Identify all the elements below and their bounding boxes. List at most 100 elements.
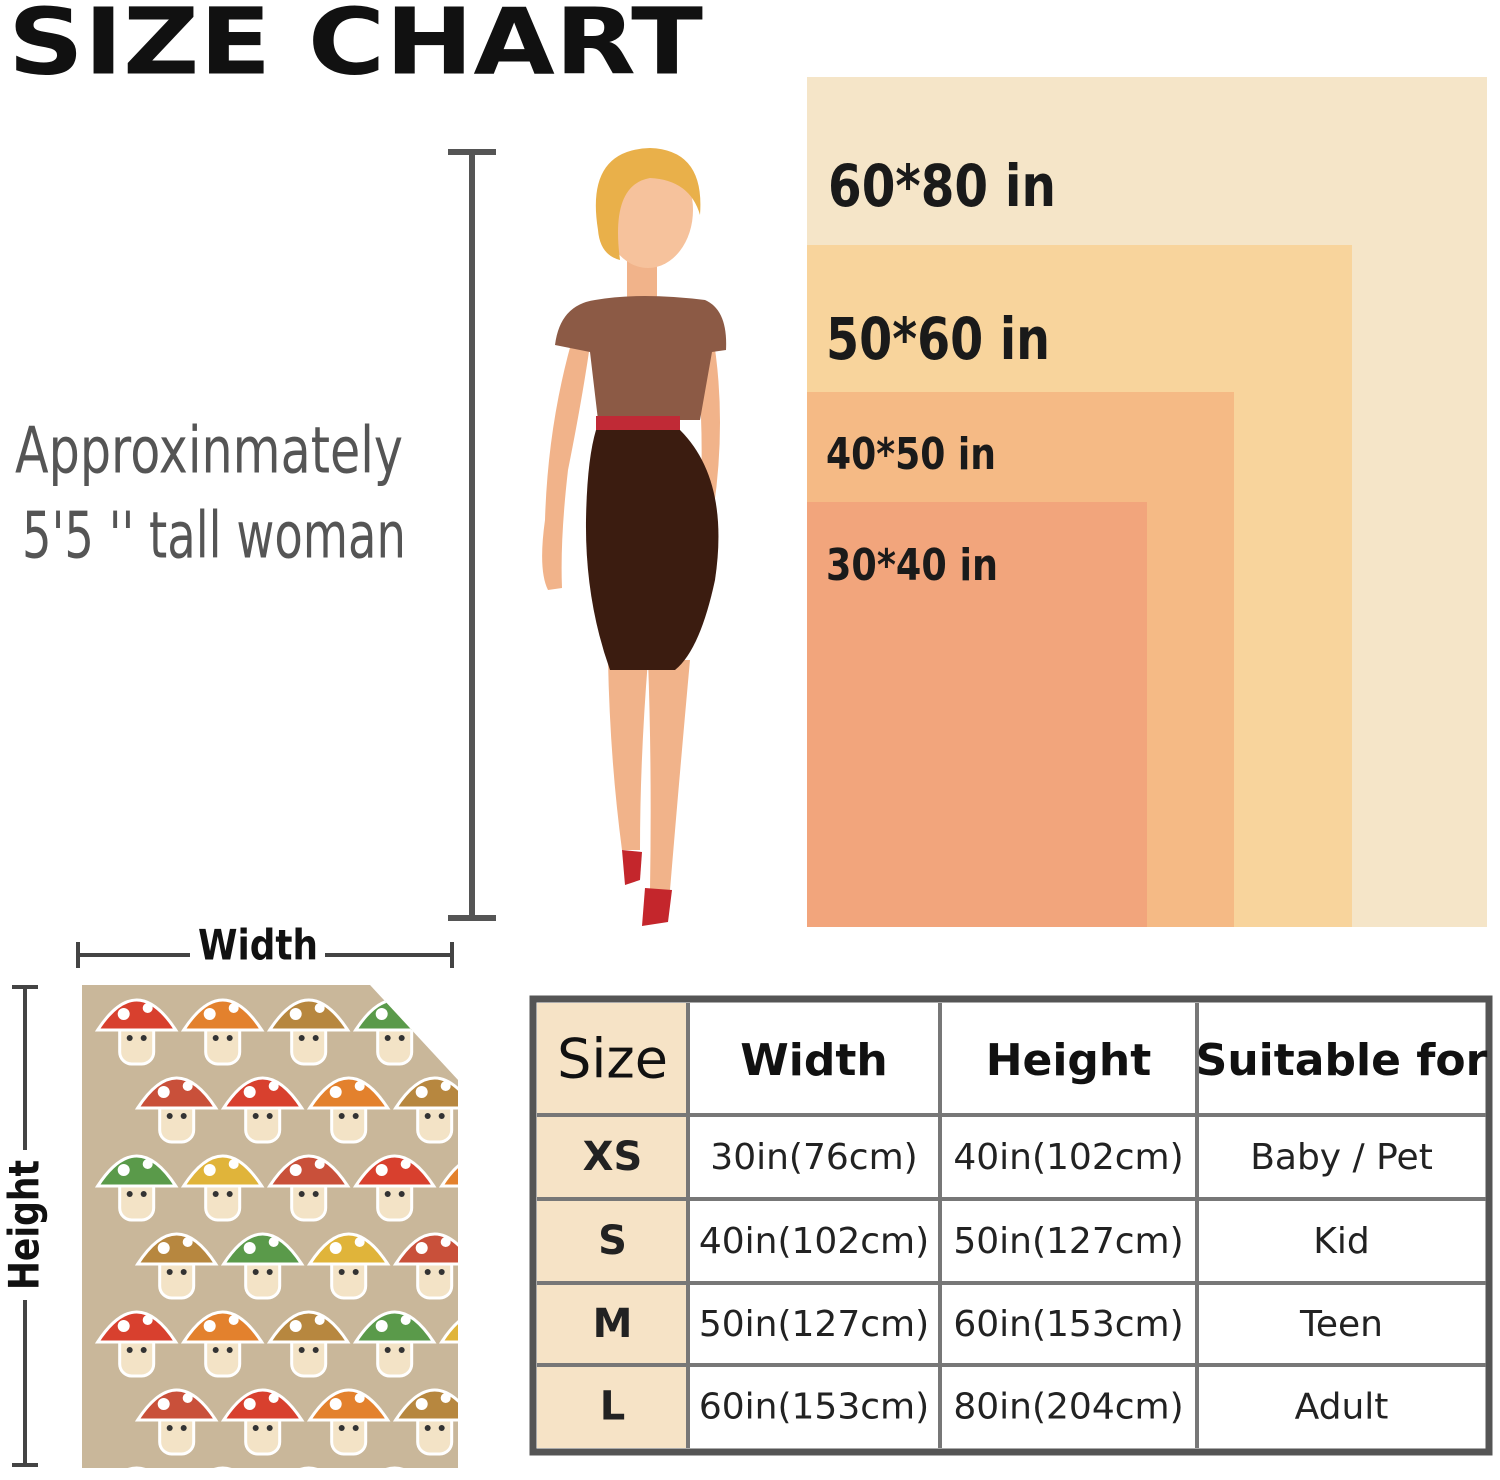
mushroom-dot	[243, 1242, 256, 1254]
mushroom-cap	[438, 998, 458, 1032]
mushroom-dot	[400, 1315, 411, 1325]
table-cell: S	[598, 1218, 627, 1264]
mushroom-cap	[94, 1154, 179, 1188]
table-cell: 40in(102cm)	[953, 1137, 1183, 1178]
mushroom-dot	[415, 1242, 428, 1254]
mushroom-eye	[252, 1113, 259, 1119]
mushroom-cap	[134, 1232, 219, 1266]
mushroom-eye	[352, 1425, 359, 1431]
mushroom-eye	[471, 1191, 477, 1197]
mushroom-dot	[182, 1237, 193, 1247]
mushroom-eye	[352, 1113, 359, 1119]
woman-illustration	[542, 148, 727, 926]
table-header: Height	[986, 1035, 1152, 1086]
blanket-pattern	[82, 985, 498, 1475]
mushroom-eye	[226, 1347, 233, 1353]
mushroom-dot	[487, 1003, 497, 1013]
mushroom-eye	[485, 1191, 491, 1197]
mushroom-dot	[182, 1081, 193, 1091]
mushroom-dot	[229, 1471, 239, 1475]
table-frame	[529, 995, 1493, 1456]
mushroom-eye	[140, 1035, 147, 1041]
mushroom-cap	[180, 1466, 265, 1468]
mushroom-dot	[157, 1398, 170, 1410]
mushroom-eye	[471, 1035, 477, 1041]
mushroom-dot	[415, 1086, 428, 1098]
mushroom-dot	[268, 1081, 279, 1091]
mushroom-dot	[462, 1320, 474, 1332]
size-label: 30*40 in	[826, 540, 998, 591]
mushroom-eye	[126, 1347, 133, 1353]
size-area	[807, 502, 1147, 927]
table-cell: Baby / Pet	[1250, 1137, 1433, 1178]
mushroom-cap	[266, 1466, 351, 1468]
mushroom-cap	[94, 1310, 179, 1344]
mushroom-eye	[166, 1425, 173, 1431]
mushroom-dot	[440, 1081, 451, 1091]
width-indicator	[76, 942, 454, 968]
mushroom-cap	[306, 1076, 391, 1110]
mushroom-dot	[142, 1315, 153, 1325]
mushroom-eye	[266, 1269, 273, 1275]
mushroom-dot	[228, 1159, 239, 1169]
mushroom-eye	[384, 1035, 391, 1041]
mushroom-dot	[268, 1393, 279, 1403]
mushroom-eye	[384, 1347, 391, 1353]
mushroom-dot	[375, 1008, 388, 1020]
mushroom-cap	[266, 1310, 351, 1344]
mushroom-dot	[243, 1086, 256, 1098]
table-cell: L	[600, 1384, 626, 1430]
mushroom-cap	[392, 1232, 458, 1266]
size-table: Size Width Height Suitable for XS 30in(76cm) 4…	[537, 1003, 1488, 1448]
mushroom-dot	[400, 1159, 411, 1169]
table-header: Size	[557, 1028, 668, 1091]
mushroom-dot	[487, 1471, 497, 1475]
mushroom-cap	[352, 1154, 437, 1188]
table-cell: Adult	[1295, 1387, 1389, 1428]
size-column-bg	[537, 1003, 688, 1448]
mushroom-cap	[392, 1076, 458, 1110]
mushroom-dot	[157, 1086, 170, 1098]
mushroom-cap	[134, 1076, 219, 1110]
mushroom-dot	[462, 1164, 474, 1176]
width-label: Width	[198, 921, 318, 970]
mushroom-dot	[487, 1315, 497, 1325]
mushroom-eye	[252, 1269, 259, 1275]
mushroom-eye	[424, 1425, 431, 1431]
mushroom-dot	[314, 1315, 325, 1325]
mushroom-eye	[180, 1269, 187, 1275]
mushroom-eye	[352, 1269, 359, 1275]
mushroom-stem	[464, 1176, 498, 1220]
mushroom-dot	[289, 1008, 302, 1020]
mushroom-eye	[338, 1113, 345, 1119]
mushroom-eye	[312, 1347, 319, 1353]
mushroom-eye	[338, 1269, 345, 1275]
mushroom-dot	[203, 1164, 216, 1176]
mushroom-eye	[166, 1269, 173, 1275]
mushroom-dot	[440, 1237, 451, 1247]
mushroom-dot	[117, 1008, 130, 1020]
mushroom-dot	[315, 1471, 325, 1475]
mushroom-dot	[401, 1471, 411, 1475]
mushroom-dot	[354, 1393, 365, 1403]
woman-note: Approxinmately	[15, 415, 403, 489]
mushroom-dot	[142, 1159, 153, 1169]
mushroom-dot	[228, 1315, 239, 1325]
mushroom-eye	[438, 1113, 445, 1119]
mushroom-eye	[140, 1347, 147, 1353]
mushroom-dot	[203, 1320, 216, 1332]
table-cell: Kid	[1313, 1221, 1369, 1262]
mushroom-cap	[134, 1388, 219, 1422]
mushroom-dot	[314, 1003, 325, 1013]
mushroom-eye	[226, 1191, 233, 1197]
mushroom-eye	[212, 1191, 219, 1197]
mushroom-cap	[180, 1154, 265, 1188]
mushroom-eye	[398, 1035, 405, 1041]
mushroom-stem	[464, 1020, 498, 1064]
table-header: Suitable for	[1196, 1035, 1488, 1086]
size-label: 60*80 in	[828, 152, 1056, 220]
mushroom-eye	[166, 1113, 173, 1119]
mushroom-eye	[212, 1347, 219, 1353]
